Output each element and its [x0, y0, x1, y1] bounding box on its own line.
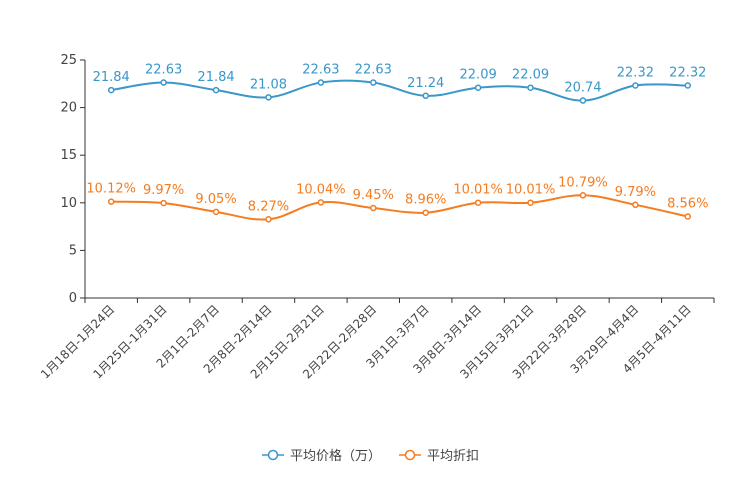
series-line [111, 79, 688, 102]
data-label: 22.32 [617, 66, 654, 81]
data-point[interactable] [527, 199, 534, 206]
legend[interactable]: 平均价格（万） 平均折扣 [262, 448, 479, 464]
data-point[interactable] [317, 199, 325, 206]
data-point[interactable] [370, 79, 377, 86]
series-2: 10.12% 9.97% 9.05% 8.27% 10.04% 9.45% 8.96% 10.… [86, 175, 708, 223]
data-point[interactable] [422, 92, 429, 100]
data-label: 9.97% [143, 183, 184, 198]
legend-item-1[interactable]: 平均价格（万） [262, 448, 381, 464]
data-point[interactable] [474, 84, 482, 91]
data-point[interactable] [160, 199, 167, 207]
data-label: 21.08 [250, 77, 287, 92]
data-label: 20.74 [564, 81, 601, 96]
legend-label: 平均价格（万） [290, 448, 381, 464]
data-label: 22.32 [669, 66, 706, 81]
legend-marker-icon [404, 449, 416, 461]
data-label: 22.63 [355, 63, 392, 78]
data-label: 10.01% [453, 183, 503, 198]
y-tick-label: 5 [69, 243, 77, 258]
data-point[interactable] [632, 201, 639, 209]
data-label: 10.04% [296, 182, 346, 197]
data-point[interactable] [107, 86, 115, 94]
y-tick-label: 15 [60, 148, 77, 163]
data-label: 22.63 [302, 63, 339, 78]
data-label: 9.79% [615, 185, 656, 200]
data-point[interactable] [684, 213, 692, 220]
data-label: 9.05% [195, 192, 236, 207]
data-label: 22.63 [145, 63, 182, 78]
data-label: 21.84 [197, 70, 234, 85]
data-point[interactable] [265, 94, 272, 101]
legend-item-2[interactable]: 平均折扣 [399, 449, 479, 464]
data-point[interactable] [107, 198, 115, 205]
data-point[interactable] [579, 192, 587, 199]
data-label: 8.27% [248, 199, 289, 214]
y-tick-label: 20 [60, 101, 77, 116]
data-label: 10.79% [558, 175, 608, 190]
data-point[interactable] [160, 79, 167, 86]
data-label: 10.01% [506, 183, 556, 198]
data-label: 21.84 [93, 70, 130, 85]
data-label: 8.96% [405, 193, 446, 208]
data-label: 8.56% [667, 197, 708, 212]
series-1: 21.84 22.63 21.84 21.08 22.63 22.63 21.24 22.09… [93, 63, 706, 104]
data-point[interactable] [212, 86, 220, 94]
data-label: 10.12% [86, 182, 136, 197]
data-point[interactable] [684, 82, 692, 89]
y-tick-label: 10 [60, 196, 77, 211]
y-tick-label: 0 [69, 291, 77, 306]
data-point[interactable] [317, 79, 325, 86]
legend-marker-icon [267, 449, 279, 461]
series-layer: 21.84 22.63 21.84 21.08 22.63 22.63 21.24 22.09… [86, 63, 708, 223]
axes: 05101520251月18日-1月24日1月25日-1月31日2月1日-2月7… [38, 53, 715, 382]
data-point[interactable] [579, 97, 587, 104]
data-point[interactable] [212, 208, 220, 216]
legend-label: 平均折扣 [427, 449, 479, 464]
data-point[interactable] [422, 209, 429, 216]
data-point[interactable] [370, 204, 377, 212]
data-label: 9.45% [353, 188, 394, 203]
y-tick-label: 25 [60, 53, 77, 68]
data-point[interactable] [265, 216, 272, 223]
data-label: 21.24 [407, 76, 444, 91]
data-point[interactable] [527, 84, 534, 91]
data-label: 22.09 [460, 68, 497, 83]
data-point[interactable] [474, 199, 482, 206]
data-point[interactable] [632, 82, 639, 89]
series-line [111, 194, 689, 221]
data-label: 22.09 [512, 68, 549, 83]
